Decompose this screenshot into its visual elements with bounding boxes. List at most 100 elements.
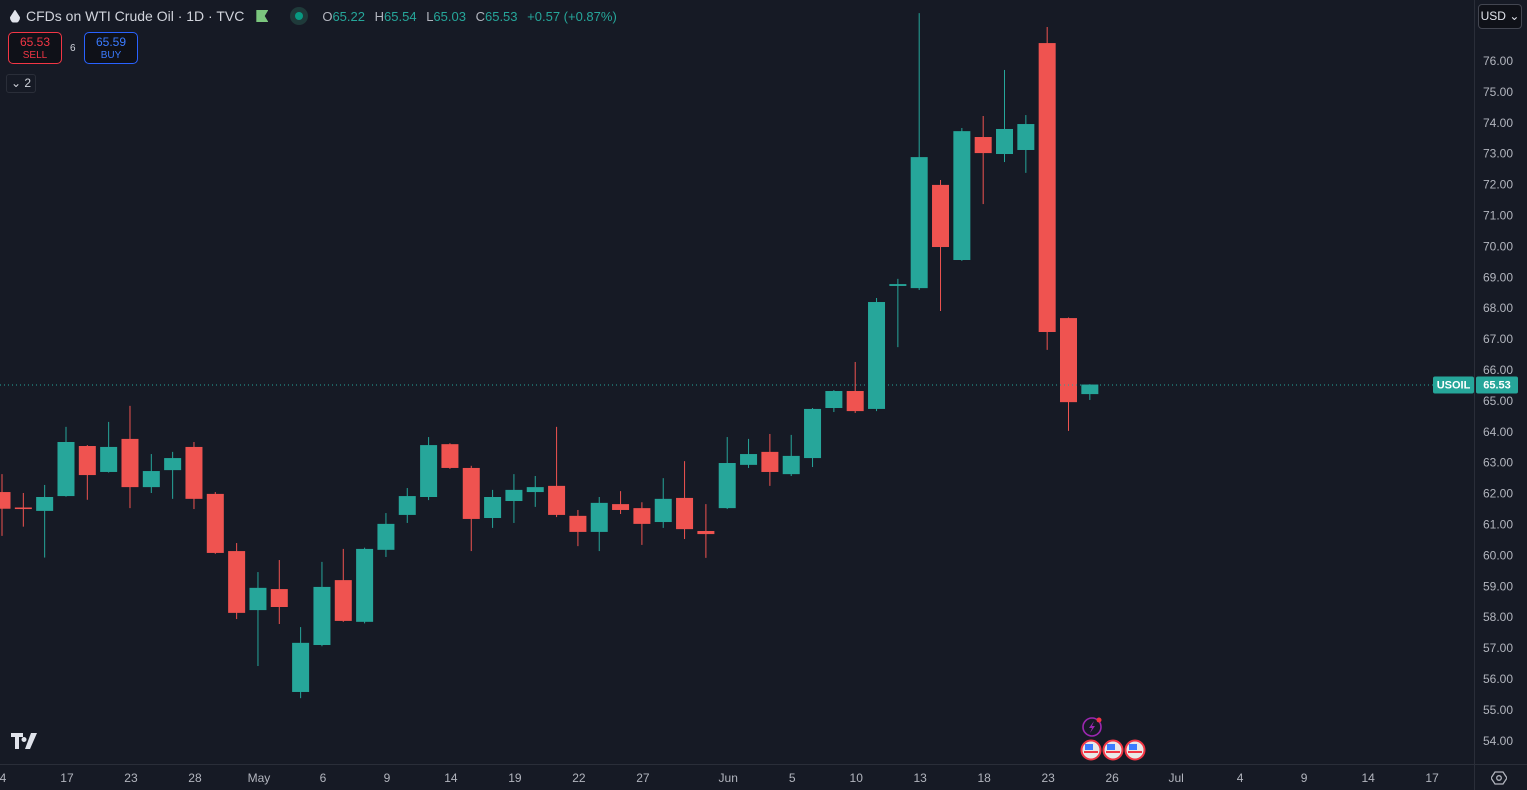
close-value: 65.53 [484,8,518,24]
candle[interactable] [270,560,288,624]
candle[interactable] [782,434,800,476]
candle[interactable] [228,543,246,620]
candle[interactable] [78,445,96,500]
sell-button[interactable]: 65.53 SELL [8,32,62,64]
candle[interactable] [910,13,928,290]
candle[interactable] [398,488,416,523]
candle[interactable] [334,548,352,622]
candle-body [548,485,566,515]
candle[interactable] [164,451,182,499]
lightning-event-icon[interactable] [1081,715,1105,739]
sell-label: SELL [22,50,48,61]
candle[interactable] [1081,384,1099,400]
candle[interactable] [505,474,523,523]
price-label-value: 65.53 [1483,380,1511,392]
candle[interactable] [974,116,992,205]
candle[interactable] [249,572,267,667]
candle-body [825,391,843,409]
price-tick-label: 63.00 [1483,456,1513,470]
candle-body [78,446,96,476]
open-value: 65.22 [332,8,365,24]
buy-button[interactable]: 65.59 BUY [84,32,138,64]
time-tick-label: 14 [1361,771,1375,785]
candle[interactable] [462,465,480,552]
candle-body [1060,318,1077,403]
price-tick-label: 66.00 [1483,363,1513,377]
candle[interactable] [377,513,395,557]
price-tick-label: 54.00 [1483,734,1513,748]
candle[interactable] [1017,115,1035,173]
candle[interactable] [654,478,672,528]
candle[interactable] [846,361,864,413]
candle-body [398,496,416,515]
candle-body [868,302,886,409]
candle[interactable] [590,496,608,552]
candle[interactable] [676,461,694,540]
time-tick-label: Jul [1168,771,1183,785]
candle[interactable] [36,484,54,558]
indicators-collapse-button[interactable]: ⌄ 2 [6,74,36,93]
candles [0,13,1099,699]
candle[interactable] [804,408,822,468]
candle-body [356,548,374,622]
candle[interactable] [0,474,11,536]
price-tick-label: 72.00 [1483,178,1513,192]
market-open-icon[interactable] [290,7,309,25]
candle-body [377,523,395,550]
candle[interactable] [441,443,459,469]
candle[interactable] [121,405,139,509]
candle[interactable] [996,69,1014,163]
candle[interactable] [868,298,886,412]
candle-body [505,489,523,502]
candle[interactable] [57,426,75,497]
close-label: C [475,8,485,24]
candle[interactable] [718,437,736,510]
last-price-label: USOIL 65.53 [1433,376,1518,394]
candle[interactable] [697,504,715,558]
candle[interactable] [526,475,544,507]
candle[interactable] [420,437,438,501]
price-tick-label: 73.00 [1483,147,1513,161]
time-tick-label: 17 [60,771,74,785]
economic-events-icons[interactable] [1080,739,1150,761]
time-tick-label: 19 [508,771,522,785]
candle-body [996,128,1014,155]
symbol-title[interactable]: CFDs on WTI Crude Oil · 1D · TVC [26,8,245,24]
candle[interactable] [1038,27,1056,350]
candle-body [121,438,139,488]
time-tick-label: 27 [636,771,650,785]
time-axis[interactable]: 4 17 23 28 May 6 9 14 19 22 27 Jun 5 10 13 18 23 26 Jul 4 9 1… [0,771,1439,785]
candle[interactable] [313,561,331,647]
candle[interactable] [633,502,651,545]
currency-select[interactable]: USD ⌄ [1478,4,1522,29]
price-tick-label: 69.00 [1483,270,1513,284]
candle[interactable] [740,438,758,468]
candle[interactable] [1060,317,1077,431]
candle[interactable] [953,128,971,261]
time-tick-label: 9 [1301,771,1308,785]
candle[interactable] [548,426,566,518]
candle[interactable] [292,627,310,699]
settings-gear-icon[interactable] [1491,770,1507,786]
candle[interactable] [569,509,587,547]
tradingview-logo-icon[interactable] [11,733,43,751]
candle[interactable] [356,547,374,624]
price-tick-label: 61.00 [1483,518,1513,532]
candle[interactable] [761,433,779,486]
candle[interactable] [206,492,224,554]
candle-body [846,391,864,412]
candle[interactable] [484,489,502,528]
candle[interactable] [825,390,843,413]
candle-body [14,507,32,510]
low-label: L [426,8,434,24]
candle[interactable] [100,421,118,473]
candle[interactable] [889,278,907,348]
candle[interactable] [14,492,32,527]
candle[interactable] [185,441,203,510]
price-axis[interactable]: 54.00 55.00 56.00 57.00 58.00 59.00 60.00 61.00… [1483,54,1513,748]
candle[interactable] [142,454,160,493]
price-tick-label: 62.00 [1483,487,1513,501]
candle[interactable] [932,179,950,311]
candle[interactable] [612,491,630,514]
